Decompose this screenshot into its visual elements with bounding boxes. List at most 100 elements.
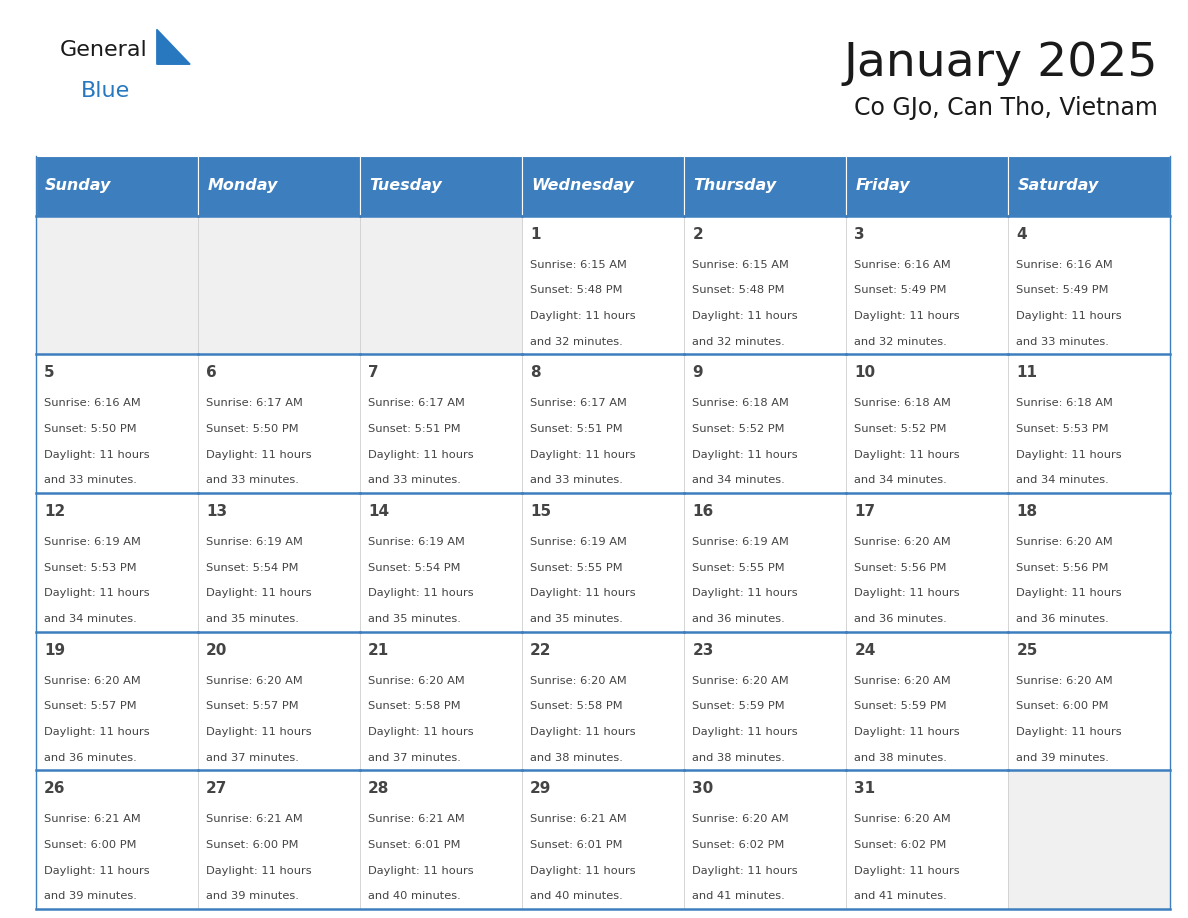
Bar xyxy=(36,632,197,770)
Text: Sunset: 5:51 PM: Sunset: 5:51 PM xyxy=(530,424,623,434)
Bar xyxy=(197,156,360,216)
Text: Sunrise: 6:20 AM: Sunrise: 6:20 AM xyxy=(206,676,303,686)
Text: Sunrise: 6:16 AM: Sunrise: 6:16 AM xyxy=(44,398,140,409)
Text: Sunrise: 6:20 AM: Sunrise: 6:20 AM xyxy=(44,676,140,686)
Bar xyxy=(1009,632,1170,770)
Text: and 33 minutes.: and 33 minutes. xyxy=(530,476,623,486)
Text: Sunrise: 6:18 AM: Sunrise: 6:18 AM xyxy=(1017,398,1113,409)
Text: and 34 minutes.: and 34 minutes. xyxy=(693,476,785,486)
Text: Sunset: 5:53 PM: Sunset: 5:53 PM xyxy=(1017,424,1110,434)
Text: Daylight: 11 hours: Daylight: 11 hours xyxy=(206,588,311,599)
Text: Daylight: 11 hours: Daylight: 11 hours xyxy=(44,588,150,599)
Text: Sunday: Sunday xyxy=(45,178,112,194)
Bar xyxy=(684,354,846,493)
Bar xyxy=(1009,156,1170,216)
Text: Daylight: 11 hours: Daylight: 11 hours xyxy=(1017,727,1121,737)
Text: 5: 5 xyxy=(44,365,55,380)
Text: 11: 11 xyxy=(1017,365,1037,380)
Text: Thursday: Thursday xyxy=(694,178,777,194)
Bar xyxy=(197,216,360,354)
Bar xyxy=(846,216,1009,354)
Text: Sunset: 5:52 PM: Sunset: 5:52 PM xyxy=(854,424,947,434)
Bar xyxy=(846,493,1009,632)
Text: Sunset: 5:56 PM: Sunset: 5:56 PM xyxy=(1017,563,1108,573)
Text: Sunset: 6:00 PM: Sunset: 6:00 PM xyxy=(206,840,298,850)
Bar xyxy=(36,493,197,632)
Text: Daylight: 11 hours: Daylight: 11 hours xyxy=(368,866,474,876)
Text: 28: 28 xyxy=(368,781,390,796)
Text: Sunrise: 6:19 AM: Sunrise: 6:19 AM xyxy=(693,537,789,547)
Bar xyxy=(846,770,1009,909)
Text: Daylight: 11 hours: Daylight: 11 hours xyxy=(206,450,311,460)
Text: and 40 minutes.: and 40 minutes. xyxy=(530,891,623,901)
Text: and 36 minutes.: and 36 minutes. xyxy=(854,614,947,624)
Text: Sunset: 5:57 PM: Sunset: 5:57 PM xyxy=(206,701,298,711)
Text: Daylight: 11 hours: Daylight: 11 hours xyxy=(854,727,960,737)
Text: and 34 minutes.: and 34 minutes. xyxy=(44,614,137,624)
Text: and 37 minutes.: and 37 minutes. xyxy=(368,753,461,763)
Text: Sunset: 5:50 PM: Sunset: 5:50 PM xyxy=(206,424,298,434)
Text: Sunset: 5:56 PM: Sunset: 5:56 PM xyxy=(854,563,947,573)
Bar xyxy=(360,354,522,493)
Text: and 35 minutes.: and 35 minutes. xyxy=(206,614,299,624)
Text: and 36 minutes.: and 36 minutes. xyxy=(693,614,785,624)
Bar xyxy=(1009,216,1170,354)
Text: 20: 20 xyxy=(206,643,227,657)
Text: and 38 minutes.: and 38 minutes. xyxy=(530,753,623,763)
Polygon shape xyxy=(157,29,190,64)
Text: Sunrise: 6:20 AM: Sunrise: 6:20 AM xyxy=(693,814,789,824)
Text: Sunset: 5:54 PM: Sunset: 5:54 PM xyxy=(206,563,298,573)
Bar xyxy=(684,216,846,354)
Text: Sunrise: 6:16 AM: Sunrise: 6:16 AM xyxy=(854,260,952,270)
Text: 9: 9 xyxy=(693,365,703,380)
Bar xyxy=(684,770,846,909)
Text: 25: 25 xyxy=(1017,643,1038,657)
Bar xyxy=(1009,770,1170,909)
Text: 23: 23 xyxy=(693,643,714,657)
Text: 26: 26 xyxy=(44,781,65,796)
Text: 7: 7 xyxy=(368,365,379,380)
Text: Sunrise: 6:20 AM: Sunrise: 6:20 AM xyxy=(854,537,952,547)
Text: and 37 minutes.: and 37 minutes. xyxy=(206,753,299,763)
Text: General: General xyxy=(59,39,147,60)
Text: Sunset: 6:01 PM: Sunset: 6:01 PM xyxy=(368,840,461,850)
Bar xyxy=(522,216,684,354)
Bar xyxy=(846,156,1009,216)
Text: Sunset: 5:48 PM: Sunset: 5:48 PM xyxy=(530,285,623,296)
Text: Co GJo, Can Tho, Vietnam: Co GJo, Can Tho, Vietnam xyxy=(854,96,1158,120)
Text: Sunset: 5:58 PM: Sunset: 5:58 PM xyxy=(530,701,623,711)
Text: and 38 minutes.: and 38 minutes. xyxy=(854,753,947,763)
Text: Sunrise: 6:18 AM: Sunrise: 6:18 AM xyxy=(854,398,952,409)
Text: and 33 minutes.: and 33 minutes. xyxy=(206,476,299,486)
Text: Daylight: 11 hours: Daylight: 11 hours xyxy=(693,727,798,737)
Bar xyxy=(36,770,197,909)
Bar xyxy=(360,156,522,216)
Text: Daylight: 11 hours: Daylight: 11 hours xyxy=(1017,311,1121,321)
Text: Sunset: 5:55 PM: Sunset: 5:55 PM xyxy=(530,563,623,573)
Text: Sunrise: 6:17 AM: Sunrise: 6:17 AM xyxy=(368,398,465,409)
Text: Daylight: 11 hours: Daylight: 11 hours xyxy=(44,866,150,876)
Text: Daylight: 11 hours: Daylight: 11 hours xyxy=(854,866,960,876)
Text: 15: 15 xyxy=(530,504,551,519)
Text: Sunrise: 6:21 AM: Sunrise: 6:21 AM xyxy=(44,814,140,824)
Text: and 34 minutes.: and 34 minutes. xyxy=(1017,476,1110,486)
Text: Sunrise: 6:20 AM: Sunrise: 6:20 AM xyxy=(530,676,627,686)
Text: Sunset: 6:00 PM: Sunset: 6:00 PM xyxy=(44,840,137,850)
Text: Sunset: 5:54 PM: Sunset: 5:54 PM xyxy=(368,563,461,573)
Text: Sunrise: 6:18 AM: Sunrise: 6:18 AM xyxy=(693,398,789,409)
Text: 19: 19 xyxy=(44,643,65,657)
Text: Sunset: 5:55 PM: Sunset: 5:55 PM xyxy=(693,563,785,573)
Text: and 41 minutes.: and 41 minutes. xyxy=(693,891,785,901)
Text: 10: 10 xyxy=(854,365,876,380)
Text: Sunset: 6:01 PM: Sunset: 6:01 PM xyxy=(530,840,623,850)
Text: Daylight: 11 hours: Daylight: 11 hours xyxy=(1017,450,1121,460)
Text: Sunrise: 6:17 AM: Sunrise: 6:17 AM xyxy=(206,398,303,409)
Text: 16: 16 xyxy=(693,504,714,519)
Text: Sunrise: 6:19 AM: Sunrise: 6:19 AM xyxy=(530,537,627,547)
Text: Sunset: 5:49 PM: Sunset: 5:49 PM xyxy=(854,285,947,296)
Text: and 33 minutes.: and 33 minutes. xyxy=(368,476,461,486)
Text: Sunrise: 6:20 AM: Sunrise: 6:20 AM xyxy=(1017,537,1113,547)
Bar xyxy=(197,632,360,770)
Text: Sunset: 5:50 PM: Sunset: 5:50 PM xyxy=(44,424,137,434)
Bar xyxy=(197,770,360,909)
